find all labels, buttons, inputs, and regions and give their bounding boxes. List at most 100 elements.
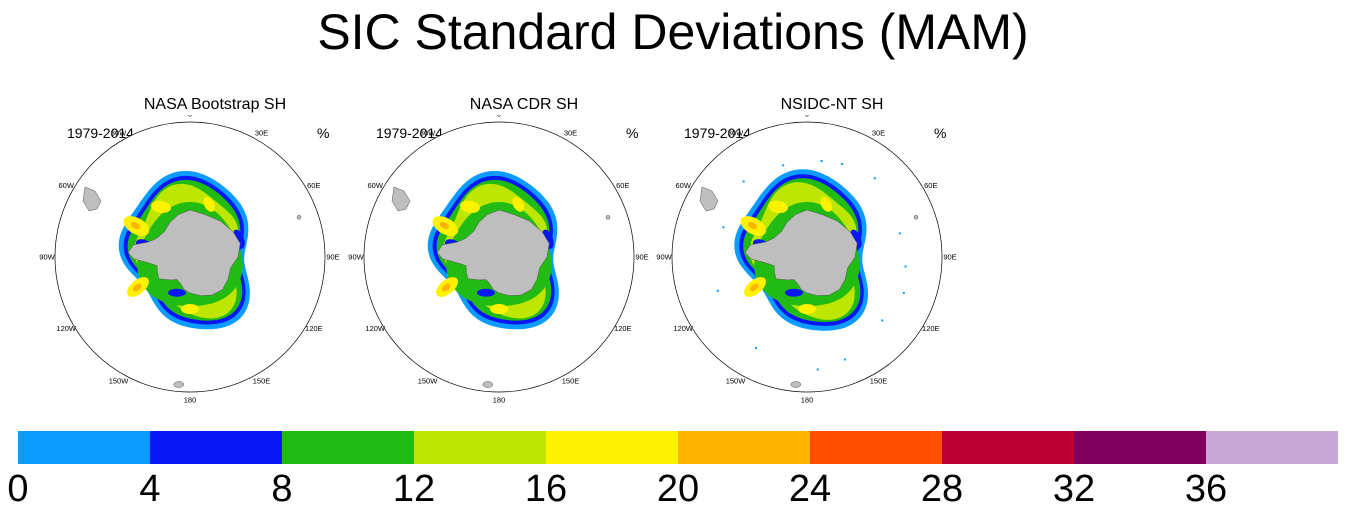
ice-noise-pixel [902, 291, 905, 294]
longitude-label: 30E [564, 129, 577, 138]
colorbar-tick-label: 12 [392, 468, 436, 510]
ice-variability-patch [151, 200, 171, 213]
antarctica-landmass [744, 209, 858, 296]
ice-noise-pixel [843, 358, 846, 361]
longitude-label: 180 [184, 396, 197, 405]
longitude-label: 120E [922, 324, 940, 333]
colorbar-box [18, 431, 150, 464]
colorbar-tick-label: 0 [7, 468, 29, 510]
longitude-label: 150E [253, 376, 271, 385]
longitude-label: 60W [675, 181, 691, 190]
south-america-landmass [82, 186, 102, 212]
ice-noise-pixel [722, 226, 725, 229]
longitude-label: 120W [365, 324, 386, 333]
figure-title: SIC Standard Deviations (MAM) [317, 4, 1029, 60]
longitude-label: 120W [56, 324, 77, 333]
longitude-label: 30E [255, 129, 268, 138]
colorbar-labels: 0 4 8 12 16 20 24 28 32 36 [0, 468, 1346, 513]
ice-noise-pixel [716, 289, 719, 292]
colorbar-tick-label: 36 [1184, 468, 1228, 510]
polar-map: 0 30E 60E 90E 120E 150E 180 150W 120W 90W 60W 30W [39, 115, 339, 405]
longitude-label: 90W [348, 253, 364, 262]
map-panel-cdr: NASA CDR SH 1979-2014 % 0 30E 60E 90E 120E 15… [348, 95, 679, 415]
panel-units: % [934, 125, 947, 141]
ice-variability-patch [749, 283, 759, 292]
colorbar-box [678, 431, 810, 464]
longitude-label: 30E [872, 129, 885, 138]
ice-variability-patch [490, 304, 508, 314]
ice-variability-patch [477, 288, 495, 297]
polar-map: 0 30E 60E 90E 120E 150E 180 150W 120W 90W 60W 30W [656, 115, 956, 405]
panel-units: % [626, 125, 639, 141]
longitude-label: 150W [109, 376, 130, 385]
colorbar-box [810, 431, 942, 464]
longitude-label: 60E [924, 181, 937, 190]
antarctica-landmass [127, 209, 241, 296]
panel-title: NASA CDR SH [469, 96, 579, 113]
ice-variability-patch [132, 283, 142, 292]
colorbar-box [150, 431, 282, 464]
panel-years: 1979-2014 [684, 125, 751, 141]
ice-variability-patch [820, 197, 833, 212]
island-landmass [790, 381, 802, 388]
ice-variability-patch [441, 283, 451, 292]
colorbar-box [546, 431, 678, 464]
colorbar-box [942, 431, 1074, 464]
colorbar-tick-label: 20 [656, 468, 700, 510]
ice-variability-patch [181, 304, 199, 314]
island-landmass [296, 215, 302, 220]
island-landmass [605, 215, 611, 220]
colorbar-tick-label: 4 [139, 468, 161, 510]
antarctica-landmass [436, 209, 550, 296]
longitude-label: 60E [307, 181, 320, 190]
longitude-label: 30W [728, 129, 744, 138]
longitude-label: 120W [673, 324, 694, 333]
longitude-label: 60W [58, 181, 74, 190]
ice-variability-patch [785, 288, 803, 297]
panel-years: 1979-2014 [67, 125, 134, 141]
panel-title: NASA Bootstrap SH [143, 96, 287, 113]
longitude-label: 90E [943, 253, 956, 262]
ice-noise-pixel [755, 347, 757, 350]
colorbar-box [282, 431, 414, 464]
ice-variability-patch [168, 288, 186, 297]
ice-variability-patch [130, 221, 140, 230]
map-panel-bootstrap: NASA Bootstrap SH 1979-2014 % 0 30E 60E 90E… [39, 95, 370, 415]
polar-map: 0 30E 60E 90E 120E 150E 180 150W 120W 90W 60W 30W [348, 115, 648, 405]
ice-variability-patch [798, 304, 816, 314]
colorbar [18, 431, 1338, 464]
colorbar-tick-label: 24 [788, 468, 832, 510]
longitude-label: 150E [870, 376, 888, 385]
longitude-label: 150E [562, 376, 580, 385]
panel-title: NSIDC-NT SH [780, 96, 884, 113]
colorbar-box [414, 431, 546, 464]
ice-noise-pixel [816, 368, 819, 371]
longitude-label: 30W [420, 129, 436, 138]
ice-noise-pixel [782, 164, 785, 167]
colorbar-box [1206, 431, 1338, 464]
panel-units: % [317, 125, 330, 141]
colorbar-tick-label: 8 [271, 468, 293, 510]
longitude-label: 0 [188, 115, 192, 119]
ice-variability-patch [460, 200, 480, 213]
ice-variability-patch [768, 200, 788, 213]
ice-variability-patch [439, 221, 449, 230]
longitude-label: 30W [111, 129, 127, 138]
ice-noise-pixel [881, 319, 884, 322]
longitude-label: 180 [493, 396, 506, 405]
longitude-label: 90W [39, 253, 55, 262]
colorbar-tick-label: 16 [524, 468, 568, 510]
ice-variability-patch [747, 221, 757, 230]
longitude-label: 150W [726, 376, 747, 385]
ice-noise-pixel [904, 265, 907, 268]
ice-variability-patch [203, 197, 216, 212]
longitude-label: 90E [635, 253, 648, 262]
ice-noise-pixel [873, 177, 876, 180]
longitude-label: 90E [326, 253, 339, 262]
longitude-label: 60W [367, 181, 383, 190]
longitude-label: 90W [656, 253, 672, 262]
colorbar-tick-label: 32 [1052, 468, 1096, 510]
longitude-label: 0 [497, 115, 501, 119]
ice-variability-patch [512, 197, 525, 212]
longitude-label: 60E [616, 181, 629, 190]
